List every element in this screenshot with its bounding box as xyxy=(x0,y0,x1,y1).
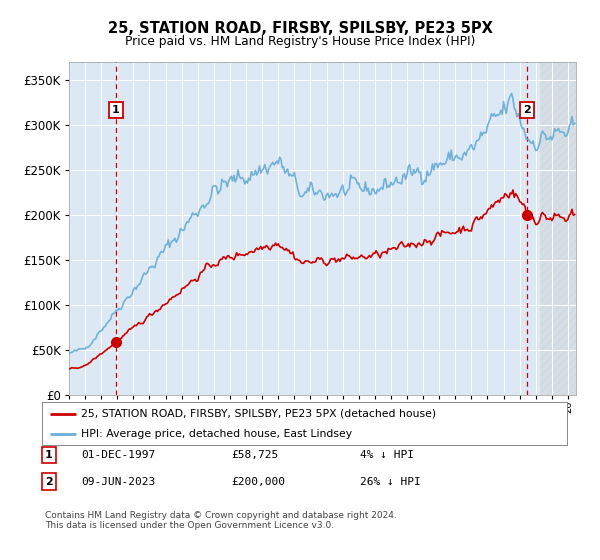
Text: 2: 2 xyxy=(523,105,530,115)
Text: 25, STATION ROAD, FIRSBY, SPILSBY, PE23 5PX (detached house): 25, STATION ROAD, FIRSBY, SPILSBY, PE23 … xyxy=(82,409,437,419)
Text: 2: 2 xyxy=(45,477,53,487)
Text: 25, STATION ROAD, FIRSBY, SPILSBY, PE23 5PX: 25, STATION ROAD, FIRSBY, SPILSBY, PE23 … xyxy=(107,21,493,36)
Text: 1: 1 xyxy=(45,450,53,460)
Bar xyxy=(540,62,592,395)
Text: £58,725: £58,725 xyxy=(231,450,278,460)
Text: Contains HM Land Registry data © Crown copyright and database right 2024.
This d: Contains HM Land Registry data © Crown c… xyxy=(45,511,397,530)
Bar xyxy=(540,62,592,395)
Text: 1: 1 xyxy=(112,105,120,115)
Text: 26% ↓ HPI: 26% ↓ HPI xyxy=(360,477,421,487)
Text: HPI: Average price, detached house, East Lindsey: HPI: Average price, detached house, East… xyxy=(82,430,353,439)
Text: Price paid vs. HM Land Registry's House Price Index (HPI): Price paid vs. HM Land Registry's House … xyxy=(125,35,475,48)
Text: £200,000: £200,000 xyxy=(231,477,285,487)
Text: 01-DEC-1997: 01-DEC-1997 xyxy=(81,450,155,460)
Text: 09-JUN-2023: 09-JUN-2023 xyxy=(81,477,155,487)
Text: 4% ↓ HPI: 4% ↓ HPI xyxy=(360,450,414,460)
